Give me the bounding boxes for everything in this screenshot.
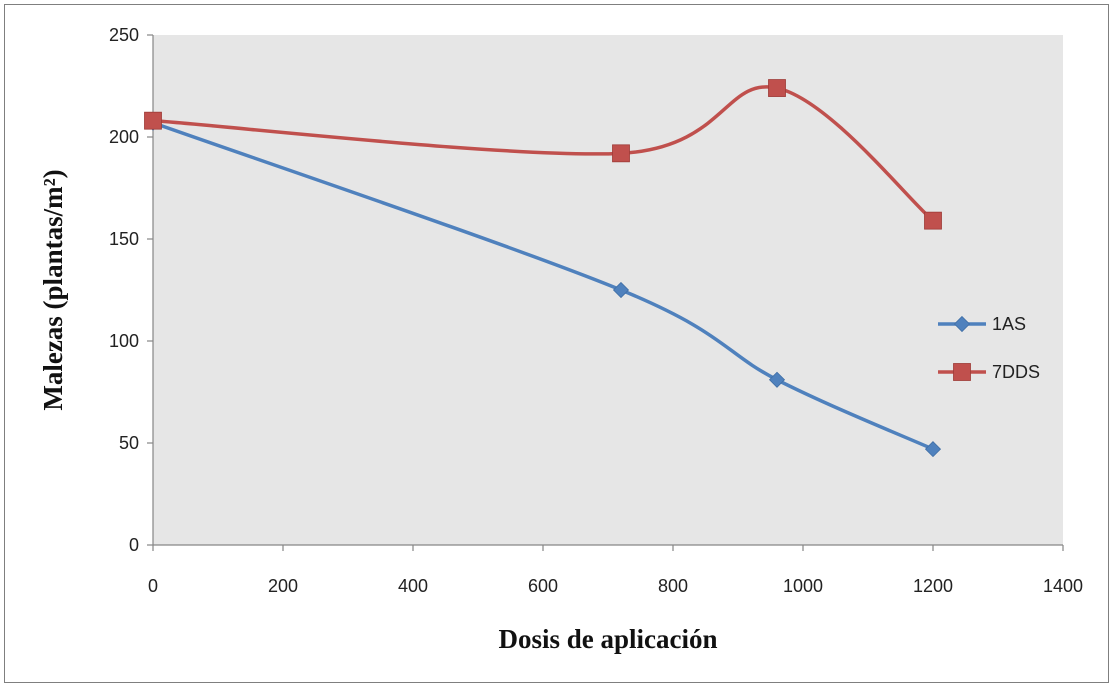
data-point — [612, 281, 630, 299]
x-tick-label: 1000 — [783, 576, 823, 596]
x-tick-label: 1200 — [913, 576, 953, 596]
legend-item-1as: 1AS — [938, 314, 1026, 334]
series-layer — [144, 79, 942, 458]
x-axis-title: Dosis de aplicación — [498, 624, 717, 654]
y-tick-label: 150 — [109, 229, 139, 249]
axes: 0 50 100 150 200 250 0 200 400 600 800 1000 1200 1400 — [109, 25, 1083, 596]
legend-marker — [953, 363, 971, 381]
series-7dds — [144, 79, 942, 230]
y-axis-title: Malezas (plantas/m²) — [38, 169, 68, 410]
legend-marker — [953, 315, 971, 333]
x-tick-label: 800 — [658, 576, 688, 596]
legend-item-7dds: 7DDS — [938, 362, 1040, 382]
x-tick-label: 600 — [528, 576, 558, 596]
y-tick-label: 250 — [109, 25, 139, 45]
data-point — [768, 79, 786, 97]
x-tick-label: 0 — [148, 576, 158, 596]
legend-label: 7DDS — [992, 362, 1040, 382]
y-tick-label: 200 — [109, 127, 139, 147]
x-tick-label: 1400 — [1043, 576, 1083, 596]
series-line — [151, 120, 935, 451]
x-tick-label: 400 — [398, 576, 428, 596]
legend-label: 1AS — [992, 314, 1026, 334]
data-point — [144, 111, 162, 130]
data-point — [924, 441, 942, 458]
legend: 1AS 7DDS — [938, 314, 1040, 382]
y-tick-label: 0 — [129, 535, 139, 555]
plot-area — [153, 35, 1063, 545]
y-tick-label: 100 — [109, 331, 139, 351]
data-point — [924, 211, 942, 230]
data-point — [768, 371, 786, 388]
data-point — [612, 144, 630, 163]
x-tick-label: 200 — [268, 576, 298, 596]
series-1as — [144, 114, 942, 458]
series-line — [151, 85, 935, 223]
y-tick-label: 50 — [119, 433, 139, 453]
